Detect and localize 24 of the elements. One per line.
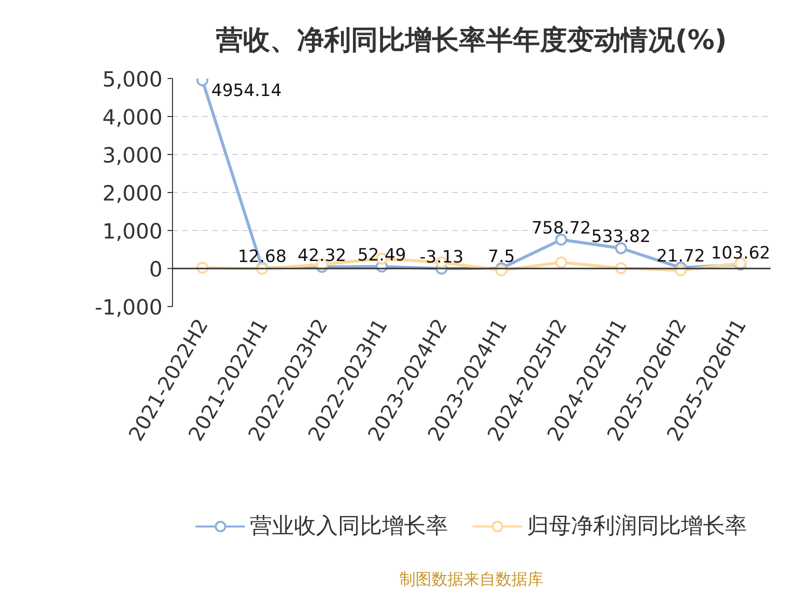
data-label: 52.49 — [357, 246, 406, 266]
y-tick-label: 0 — [149, 258, 163, 282]
chart-title: 营收、净利同比增长率半年度变动情况(%) — [215, 25, 727, 56]
data-label: 12.68 — [238, 247, 287, 268]
text: 制图数据来自数据库 — [400, 570, 544, 588]
data-label: -3.13 — [420, 248, 464, 268]
data-label: 21.72 — [656, 246, 706, 267]
point — [615, 242, 627, 254]
point — [555, 256, 568, 268]
y-tick-label: 3,000 — [102, 144, 163, 168]
y-tick-label: 5,000 — [102, 68, 163, 92]
data-label: 103.62 — [710, 244, 770, 264]
data-label: 758.72 — [531, 218, 591, 239]
y-tick-label: 1,000 — [102, 220, 163, 244]
data-label: 4954.14 — [211, 81, 282, 102]
legend-label: 归母净利润同比增长率 — [527, 512, 747, 540]
data-label: 42.32 — [298, 246, 346, 266]
y-tick-label: 2,000 — [102, 182, 163, 206]
legend-label: 营业收入同比增长率 — [250, 512, 448, 540]
y-tick-label: 4,000 — [102, 106, 163, 130]
data-label: 7.5 — [488, 247, 515, 268]
point — [555, 234, 568, 246]
y-tick-label: -1,000 — [94, 296, 163, 320]
data-label: 533.82 — [591, 227, 651, 248]
